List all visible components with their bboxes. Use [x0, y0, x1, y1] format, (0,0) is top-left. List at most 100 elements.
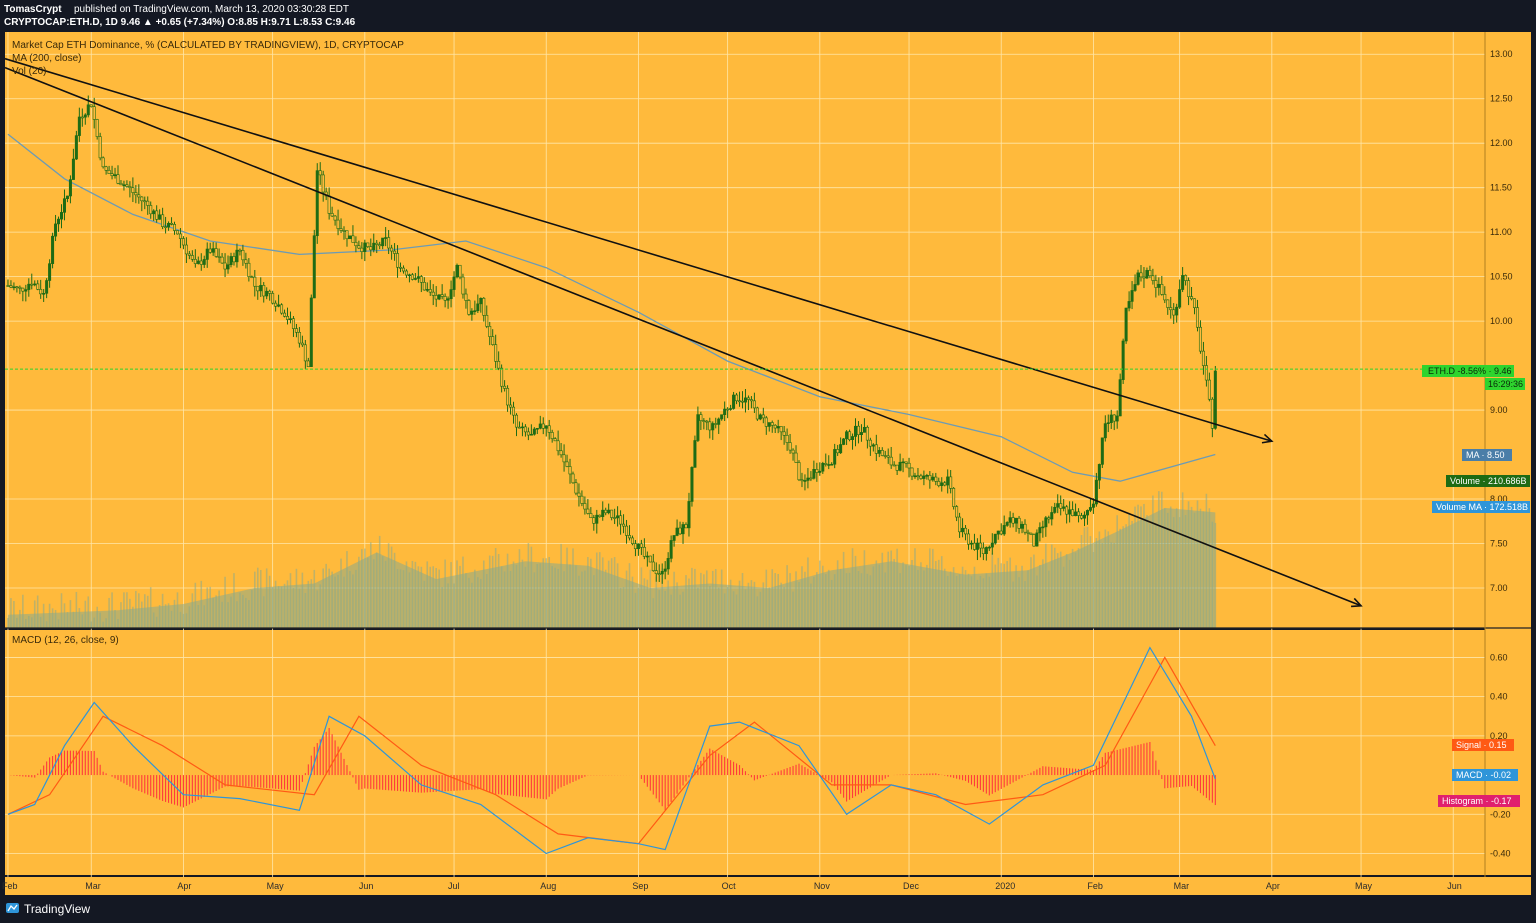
- candle-body: [729, 408, 733, 410]
- ma-badge-text: MA · 8.50: [1466, 450, 1505, 460]
- x-tick-label: 2020: [995, 881, 1015, 891]
- candle-body: [967, 533, 971, 545]
- candle-body: [889, 456, 893, 466]
- candle-body: [761, 414, 765, 419]
- footer-brand[interactable]: TradingView: [24, 902, 90, 916]
- candle-body: [862, 426, 866, 433]
- macd-title[interactable]: MACD (12, 26, close, 9): [12, 635, 119, 646]
- candle-body: [101, 157, 105, 168]
- candle-body: [1050, 512, 1054, 520]
- trendline-arrow-icon: [1261, 433, 1274, 444]
- candle-body: [131, 187, 135, 193]
- candle-body: [619, 515, 623, 525]
- candle-body: [830, 463, 834, 466]
- candle-body: [1082, 514, 1086, 519]
- legend-volume[interactable]: Vol (20): [12, 66, 46, 77]
- y-tick-label: 9.00: [1490, 405, 1508, 415]
- candle-body: [467, 300, 471, 315]
- candle-body: [491, 336, 495, 345]
- candle-body: [1074, 511, 1078, 517]
- candle-body: [45, 280, 49, 294]
- candle-body: [919, 475, 923, 479]
- candle-body: [714, 423, 718, 425]
- candle-body: [812, 469, 816, 479]
- candle-body: [262, 285, 266, 297]
- candle-body: [880, 450, 884, 456]
- candle-body: [440, 294, 444, 297]
- candle-body: [494, 344, 498, 362]
- header-author: TomasCrypt: [4, 4, 62, 15]
- histogram-badge-text: Histogram · -0.17: [1442, 796, 1512, 806]
- candle-body: [98, 136, 102, 159]
- candle-body: [1154, 280, 1158, 288]
- candle-body: [645, 555, 649, 558]
- candle-body: [732, 394, 736, 409]
- candle-body: [479, 297, 483, 305]
- candle-body: [95, 119, 99, 137]
- candle-body: [268, 290, 272, 294]
- candle-body: [550, 432, 554, 439]
- candle-body: [660, 571, 664, 575]
- candle-body: [565, 461, 569, 467]
- candle-body: [1178, 289, 1182, 308]
- candle-body: [856, 425, 860, 435]
- candle-body: [532, 428, 536, 435]
- trendline: [4, 66, 1362, 607]
- candle-body: [544, 425, 548, 429]
- candle-body: [1062, 506, 1066, 509]
- candle-body: [384, 237, 388, 239]
- candle-body: [291, 318, 295, 329]
- legend-ma200[interactable]: MA (200, close): [12, 53, 81, 64]
- candle-body: [1059, 503, 1063, 509]
- candle-body: [782, 431, 786, 436]
- candle-body: [978, 542, 982, 549]
- candle-body: [21, 287, 25, 292]
- candle-body: [306, 360, 310, 367]
- candle-body: [955, 506, 959, 518]
- candle-body: [981, 547, 985, 554]
- candle-body: [1118, 379, 1122, 417]
- candle-body: [387, 237, 391, 249]
- candle-body: [770, 422, 774, 426]
- candle-body: [1201, 350, 1205, 366]
- candle-body: [211, 248, 215, 253]
- candle-body: [702, 420, 706, 422]
- candle-body: [803, 480, 807, 482]
- candle-body: [419, 276, 423, 283]
- candle-body: [425, 289, 429, 291]
- candle-body: [1181, 275, 1185, 290]
- candle-body: [952, 488, 956, 507]
- candle-body: [809, 477, 813, 480]
- candle-body: [848, 431, 852, 440]
- candle-body: [925, 474, 929, 477]
- candle-body: [509, 404, 513, 408]
- candle-body: [15, 286, 19, 289]
- candle-body: [277, 304, 281, 307]
- candle-body: [630, 537, 634, 544]
- candle-body: [92, 106, 96, 120]
- macd-badge-text: MACD · -0.02: [1456, 770, 1511, 780]
- candle-body: [294, 328, 298, 333]
- signal-badge-text: Signal · 0.15: [1456, 740, 1507, 750]
- candle-body: [964, 527, 968, 535]
- candle-body: [122, 184, 126, 187]
- candle-body: [68, 179, 72, 197]
- candle-body: [898, 461, 902, 471]
- candle-body: [604, 509, 608, 514]
- candle-body: [559, 450, 563, 456]
- candle-body: [33, 283, 37, 286]
- candle-body: [949, 476, 953, 489]
- candle-body: [794, 452, 798, 463]
- candle-body: [220, 256, 224, 264]
- x-tick-label: Oct: [722, 881, 737, 891]
- y-tick-label: 13.00: [1490, 49, 1513, 59]
- candle-body: [199, 260, 203, 265]
- y-tick-label: 8.00: [1490, 494, 1508, 504]
- candle-body: [259, 285, 263, 292]
- candle-body: [27, 283, 31, 290]
- y-tick-label: 11.50: [1490, 183, 1512, 193]
- candle-body: [449, 289, 453, 300]
- candle-body: [401, 267, 405, 272]
- candle-body: [399, 266, 403, 269]
